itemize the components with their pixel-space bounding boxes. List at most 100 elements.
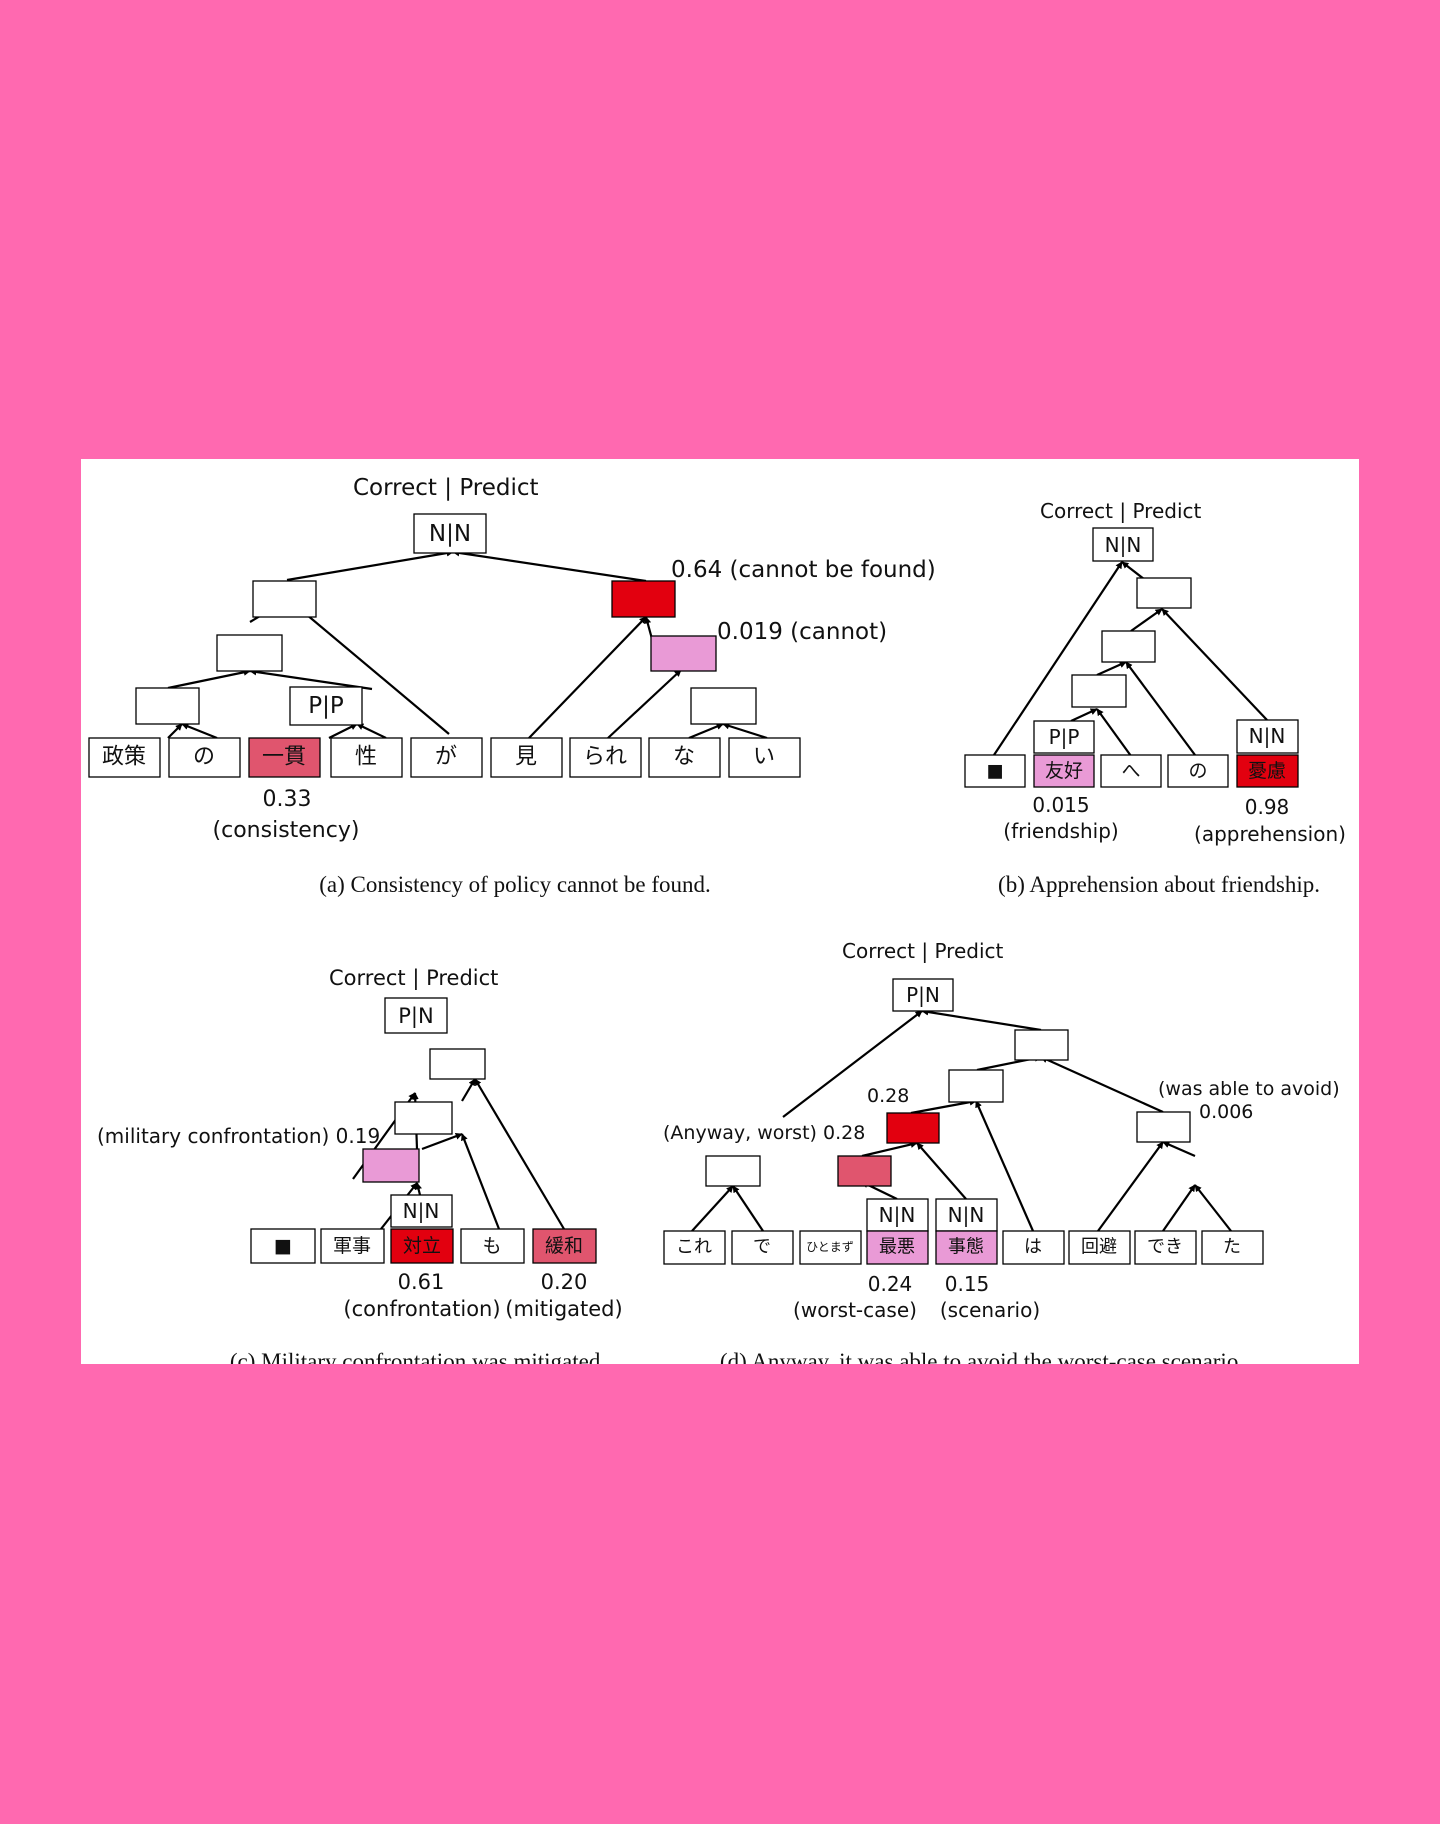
panel-c-node-nn: [390, 1194, 453, 1228]
panel-b-root-label: N|N: [1105, 533, 1142, 557]
edge: [722, 722, 768, 740]
panel-a-root-node: [413, 513, 487, 554]
panel-d-root-node: [892, 978, 954, 1012]
panel-d-score-worst: 0.24: [868, 1272, 913, 1296]
edge: [167, 723, 183, 739]
panel-d-nn-label: N|N: [948, 1203, 985, 1227]
panel-d-node: [705, 1155, 761, 1187]
panel-a-score-consistency: 0.33: [263, 787, 312, 812]
panel-c-token: ■: [274, 1235, 292, 1257]
panel-d-token: 最悪: [879, 1237, 915, 1258]
edge: [287, 598, 450, 735]
panel-a: Correct | Predict N|N 0.64 (cannot be fo…: [88, 475, 936, 897]
edge: [452, 549, 647, 583]
panel-a-root-label: N|N: [429, 521, 471, 547]
panel-a-node: [135, 687, 200, 725]
edge: [921, 1008, 1042, 1032]
panel-d-header: Correct | Predict: [842, 939, 1003, 963]
panel-a-node: [216, 634, 283, 672]
panel-c-node: [429, 1048, 486, 1080]
panel-d-token: は: [1024, 1237, 1042, 1258]
edge: [1194, 1184, 1232, 1232]
panel-c-root-label: P|N: [398, 1004, 433, 1029]
edge: [1096, 708, 1132, 757]
edge: [1161, 608, 1268, 721]
panel-d-token-box: [1002, 1230, 1065, 1265]
panel-d-token: 事態: [948, 1237, 984, 1258]
edge: [974, 1100, 1035, 1232]
panel-c-gloss-confrontation: (confrontation): [343, 1297, 500, 1321]
panel-d-score-anyway: (Anyway, worst) 0.28: [663, 1122, 865, 1144]
edge: [249, 668, 373, 691]
panel-c-token-box: [320, 1228, 385, 1264]
panel-c-token-box-highlighted: [390, 1228, 454, 1264]
panel-c-node-military: [362, 1148, 420, 1183]
panel-a-score-cannot: 0.019 (cannot): [717, 619, 887, 645]
panel-d-token-box: [799, 1230, 862, 1265]
panel-c-tokens: ■ 軍事 対立 も 緩和: [250, 1228, 597, 1264]
panel-b-nn-label: N|N: [1249, 724, 1286, 748]
edge: [474, 1078, 565, 1230]
panel-d-token-box-highlighted: [935, 1230, 998, 1265]
edge: [1040, 1055, 1164, 1114]
panel-c-token-box: [250, 1228, 316, 1264]
panel-c-nn-label: N|N: [403, 1199, 440, 1223]
edge: [1096, 660, 1127, 677]
panel-c-token-box: [460, 1228, 525, 1264]
panel-b-token-box: [1167, 754, 1229, 788]
edge: [607, 669, 682, 739]
panel-b-gloss-friendship: (friendship): [1003, 819, 1118, 843]
panel-b-token-box: [1100, 754, 1162, 788]
panel-a-token-box: [728, 737, 801, 778]
panel-a-token: が: [435, 745, 457, 770]
edge: [461, 1078, 476, 1102]
edge: [1162, 1140, 1196, 1158]
panel-b-node: [1071, 674, 1127, 708]
panel-b-node-pp: [1033, 720, 1095, 754]
edge: [286, 549, 454, 582]
edge: [861, 1141, 918, 1158]
panel-c-token-box-highlighted: [532, 1228, 597, 1264]
panel-d-token: で: [753, 1237, 771, 1258]
panel-d-root-label: P|N: [906, 983, 940, 1007]
panel-c-score-confrontation: 0.61: [398, 1270, 445, 1294]
panel-b-token-box-highlighted: [1236, 754, 1299, 788]
edge: [782, 1010, 923, 1118]
panel-a-token-box: [648, 737, 721, 778]
panel-b-token: へ: [1121, 760, 1140, 782]
panel-c-score-military: (military confrontation) 0.19: [97, 1124, 380, 1148]
panel-a-tokens: 政策 の 一貫 性 が 見 られ な い: [88, 737, 801, 778]
panel-d-nn-label: N|N: [879, 1203, 916, 1227]
figure-panel: Correct | Predict N|N 0.64 (cannot be fo…: [81, 459, 1359, 1364]
panel-c-token: 対立: [403, 1235, 441, 1257]
panel-a-header: Correct | Predict: [353, 475, 539, 501]
panel-d-token: た: [1223, 1237, 1241, 1258]
panel-a-token-box: [410, 737, 483, 778]
panel-b-token-box-highlighted: [1033, 754, 1095, 788]
panel-b-root-node: [1092, 527, 1154, 562]
panel-a-token-box: [168, 737, 241, 778]
panel-c-token: も: [482, 1235, 501, 1257]
panel-c-node: [394, 1101, 453, 1135]
panel-a-edges: [167, 549, 768, 740]
panel-a-node: [690, 687, 757, 725]
panel-d-token-box: [1068, 1230, 1131, 1265]
panel-a-token: 一貫: [262, 745, 306, 770]
panel-c-header: Correct | Predict: [329, 966, 498, 991]
panel-a-token: 見: [515, 745, 537, 770]
panel-b-node: [1136, 577, 1192, 609]
panel-d-node-score-top: [886, 1112, 940, 1144]
panel-a-token: られ: [583, 745, 627, 770]
edge: [1097, 1141, 1164, 1232]
panel-d-node: [1136, 1111, 1191, 1143]
panel-b-token: 憂慮: [1248, 760, 1286, 782]
panel-d-caption: (d) Anyway, it was able to avoid the wor…: [720, 1349, 1244, 1364]
panel-d-score-top: 0.28: [867, 1085, 909, 1107]
panel-d-node: [1014, 1029, 1069, 1061]
edge: [415, 1182, 422, 1196]
panel-d-gloss-scenario: (scenario): [940, 1298, 1040, 1322]
edge: [910, 1098, 977, 1115]
panel-a-token-box: [490, 737, 563, 778]
panel-c-token: 軍事: [333, 1235, 371, 1257]
